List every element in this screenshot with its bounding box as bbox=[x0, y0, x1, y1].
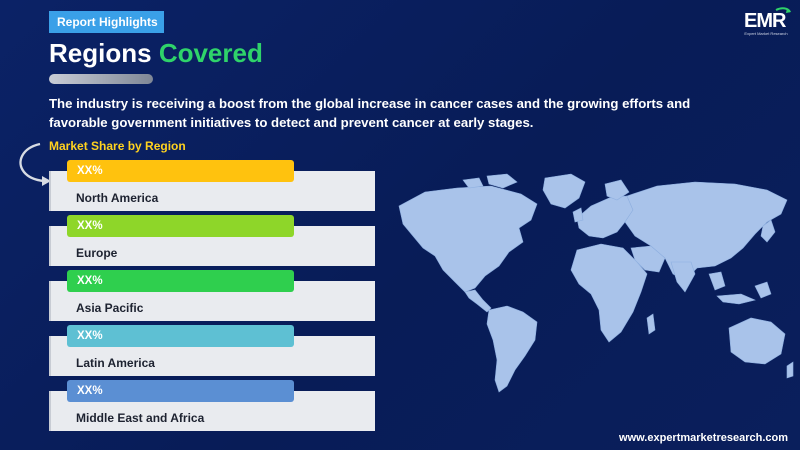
title-accent: Covered bbox=[158, 38, 263, 68]
emr-logo: EMR Expert Market Research bbox=[740, 6, 792, 38]
title-underline bbox=[49, 74, 153, 84]
world-map-icon bbox=[398, 173, 794, 393]
region-share-pill: XX% bbox=[67, 160, 294, 182]
region-name: Middle East and Africa bbox=[76, 411, 205, 425]
region-name: Latin America bbox=[76, 356, 155, 370]
region-share-pill: XX% bbox=[67, 325, 294, 347]
logo-mark: EMR bbox=[744, 10, 786, 32]
title-main: Regions bbox=[49, 38, 152, 68]
region-share-pill: XX% bbox=[67, 270, 294, 292]
page-title: Regions Covered bbox=[49, 38, 263, 69]
curved-arrow-icon bbox=[19, 142, 51, 186]
region-name: Asia Pacific bbox=[76, 301, 144, 315]
website-url: www.expertmarketresearch.com bbox=[619, 432, 788, 444]
region-share-pill: XX% bbox=[67, 215, 294, 237]
report-highlights-tag: Report Highlights bbox=[49, 11, 164, 33]
market-share-label: Market Share by Region bbox=[49, 139, 186, 153]
region-name: Europe bbox=[76, 246, 118, 260]
intro-text: The industry is receiving a boost from t… bbox=[49, 96, 691, 130]
region-name: North America bbox=[76, 191, 159, 205]
logo-subtitle: Expert Market Research bbox=[744, 31, 788, 36]
logo-swoosh-icon bbox=[775, 7, 791, 13]
region-share-pill: XX% bbox=[67, 380, 294, 402]
